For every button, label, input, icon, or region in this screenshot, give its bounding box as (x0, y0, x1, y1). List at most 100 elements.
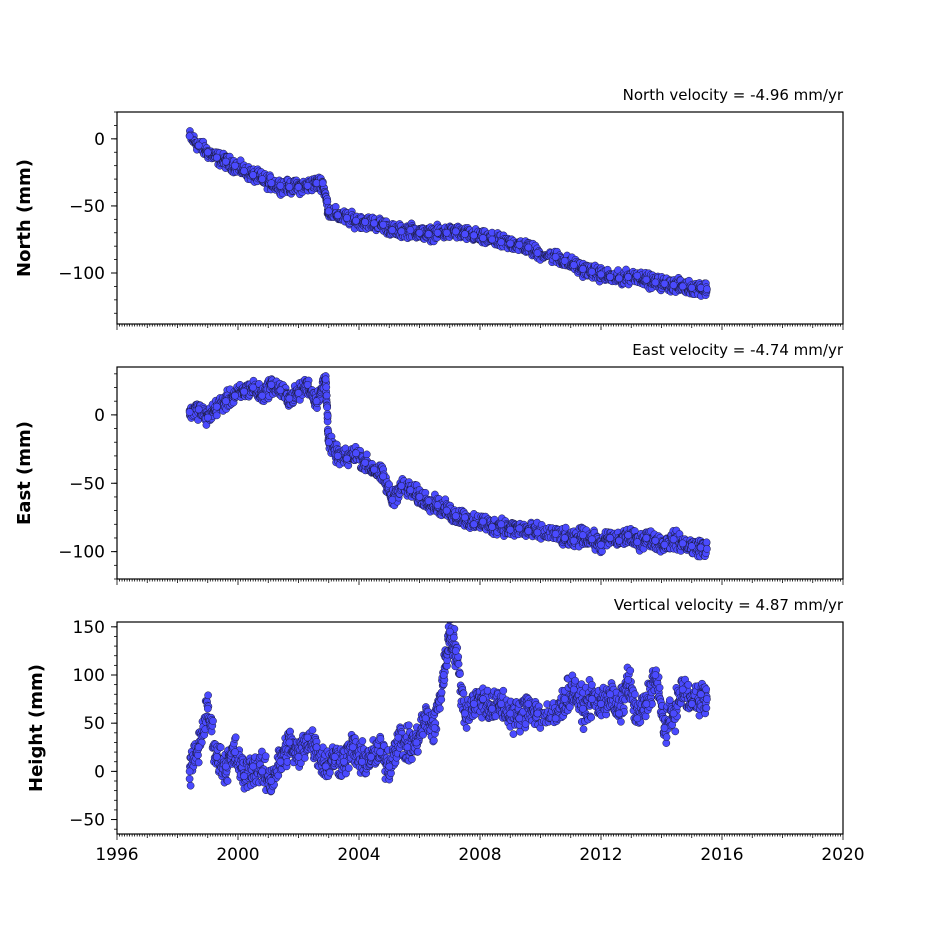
data-points (185, 127, 711, 300)
data-point (533, 528, 542, 537)
data-point (669, 281, 678, 289)
data-point (370, 465, 378, 474)
data-point (433, 501, 442, 509)
data-point (321, 375, 330, 384)
data-point (216, 743, 225, 752)
data-point (488, 235, 496, 244)
data-point (261, 752, 270, 761)
data-point (479, 234, 487, 242)
data-point (660, 540, 669, 549)
data-point (456, 670, 464, 678)
data-point (561, 523, 570, 532)
data-point (606, 273, 614, 281)
data-point (185, 132, 194, 141)
y-tick-label: −100 (58, 264, 105, 284)
data-points (185, 372, 711, 561)
data-point (506, 525, 515, 534)
data-point (509, 730, 518, 738)
data-point (249, 383, 257, 392)
data-point (285, 183, 294, 191)
panel-title: North velocity = -4.96 mm/yr (623, 86, 844, 104)
y-tick-label: −50 (69, 474, 105, 494)
data-point (624, 273, 633, 281)
data-point (579, 265, 587, 273)
axes-frame (116, 111, 844, 325)
data-point (300, 754, 309, 762)
data-point (258, 391, 267, 400)
data-point (385, 480, 393, 489)
data-point (203, 148, 212, 157)
data-point (303, 181, 312, 190)
data-point (343, 454, 351, 463)
data-point (258, 175, 267, 183)
data-point (615, 536, 623, 545)
data-point (551, 253, 560, 261)
data-point (626, 666, 635, 675)
data-point (588, 680, 596, 689)
data-point (624, 531, 633, 540)
data-point (470, 520, 478, 529)
data-point (642, 534, 651, 542)
data-point (267, 179, 276, 187)
data-point (461, 513, 469, 522)
data-point (617, 717, 625, 726)
data-point (388, 226, 397, 234)
data-point (462, 724, 471, 732)
data-point (267, 380, 276, 389)
data-point (370, 219, 378, 228)
data-point (631, 690, 639, 699)
data-point (651, 278, 660, 287)
data-point (322, 391, 331, 400)
data-point (436, 704, 444, 713)
data-point (322, 383, 331, 392)
data-point (186, 781, 195, 790)
data-point (470, 231, 478, 240)
data-point (223, 777, 232, 785)
data-point (437, 695, 446, 704)
data-point (515, 240, 524, 249)
data-point (333, 211, 342, 220)
data-point (442, 228, 451, 237)
data-point (240, 167, 248, 175)
data-point (703, 545, 711, 553)
data-point (687, 542, 696, 551)
data-point (515, 524, 524, 533)
data-point (433, 228, 442, 237)
data-point (415, 493, 424, 501)
data-point (352, 449, 360, 458)
y-tick-label: 0 (94, 130, 105, 150)
data-points (185, 622, 711, 796)
data-point (446, 622, 454, 625)
data-point (406, 486, 415, 494)
data-point (606, 534, 614, 542)
data-point (579, 531, 587, 540)
data-point (497, 238, 506, 247)
data-point (231, 733, 240, 742)
data-point (222, 397, 230, 406)
data-point (414, 747, 422, 756)
data-point (318, 179, 327, 187)
data-point (185, 408, 194, 416)
data-point (231, 161, 239, 170)
data-point (569, 536, 578, 545)
data-point (303, 380, 312, 389)
y-axis-label: East (mm) (14, 421, 35, 525)
data-point (294, 183, 303, 191)
y-tick-label: −100 (58, 543, 105, 563)
data-point (461, 230, 469, 238)
data-point (560, 534, 569, 542)
data-point (569, 261, 578, 269)
data-point (437, 688, 446, 697)
data-point (404, 721, 413, 730)
data-point (212, 402, 221, 411)
data-point (588, 535, 596, 544)
data-point (344, 764, 353, 772)
data-point (479, 517, 487, 526)
data-point (333, 452, 342, 460)
data-point (240, 387, 248, 396)
data-point (506, 239, 515, 248)
data-point (459, 689, 468, 698)
panel-title: East velocity = -4.74 mm/yr (632, 341, 844, 359)
data-point (343, 214, 351, 222)
